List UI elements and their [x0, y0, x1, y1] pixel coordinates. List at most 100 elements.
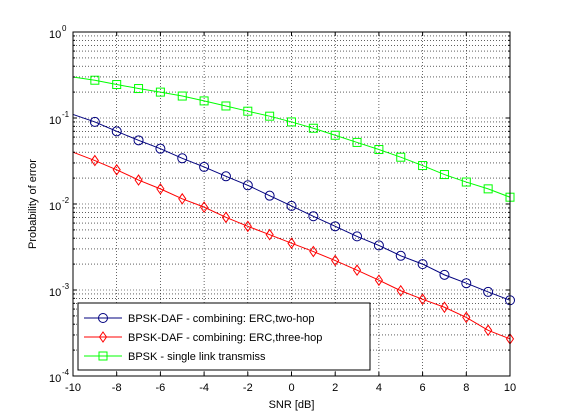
data-point	[89, 116, 100, 127]
data-point	[112, 80, 122, 90]
series-line	[72, 76, 511, 198]
x-tick-label: 6	[420, 382, 426, 394]
series-line	[72, 151, 511, 340]
data-point	[287, 237, 296, 250]
legend-label: BPSK-DAF - combining: ERC,three-hop	[128, 332, 322, 344]
y-tick-label: 10-4	[49, 368, 70, 385]
x-tick-label: -6	[156, 382, 166, 394]
ticks	[72, 32, 511, 377]
x-tick-labels: -10 -8 -6 -4 -2 0 2 4 6 8 10	[65, 382, 516, 394]
legend-swatch-marker	[98, 331, 108, 343]
data-point	[221, 101, 231, 111]
x-tick-label: -10	[65, 382, 81, 394]
data-point	[156, 182, 165, 195]
x-tick-label: -4	[199, 382, 209, 394]
y-axis-label: Probability of error	[27, 159, 39, 249]
x-tick-label: 4	[376, 382, 382, 394]
data-point	[90, 154, 99, 167]
y-tick-label-exponent: 0	[62, 24, 67, 33]
x-tick-label: 0	[288, 382, 294, 394]
y-tick-label: 10-1	[49, 110, 70, 127]
data-point	[396, 284, 405, 297]
data-point	[417, 259, 428, 270]
data-point	[483, 286, 494, 297]
data-point	[330, 130, 340, 140]
data-point	[220, 171, 231, 182]
data-point	[90, 75, 100, 85]
data-point	[352, 264, 362, 277]
data-point	[374, 145, 384, 155]
data-point	[199, 201, 209, 213]
data-point	[177, 153, 188, 164]
data-point	[242, 180, 253, 191]
data-point	[309, 245, 318, 258]
data-point	[286, 200, 297, 211]
y-tick-label-base: 10	[49, 29, 61, 41]
data-point	[374, 274, 384, 287]
data-point	[396, 152, 406, 162]
legend-item: BPSK - single link transmiss	[84, 351, 266, 363]
y-tick-label-base: 10	[49, 201, 61, 213]
data-point	[264, 190, 275, 201]
data-point	[265, 228, 274, 241]
data-point	[330, 221, 341, 232]
y-tick-label: 100	[49, 24, 67, 41]
data-point	[308, 211, 319, 222]
data-point	[461, 278, 472, 289]
y-tick-label-exponent: -4	[62, 368, 70, 377]
data-point	[439, 269, 450, 280]
y-tick-label-base: 10	[49, 115, 61, 127]
data-point	[177, 91, 187, 101]
legend-item: BPSK-DAF - combining: ERC,three-hop	[84, 331, 322, 344]
data-point	[155, 87, 165, 97]
series-group	[72, 75, 515, 345]
x-tick-label: 2	[332, 382, 338, 394]
data-point	[331, 254, 340, 267]
data-point	[395, 250, 406, 261]
series-1	[72, 113, 515, 306]
legend-label: BPSK - single link transmiss	[128, 351, 266, 363]
y-tick-label: 10-2	[49, 196, 70, 213]
data-point	[134, 84, 144, 94]
y-tick-label-exponent: -2	[62, 196, 70, 205]
data-point	[112, 163, 121, 176]
data-point	[484, 324, 493, 337]
data-point	[265, 111, 275, 121]
data-point	[133, 135, 144, 146]
x-tick-label: 8	[463, 382, 469, 394]
x-tick-label: -2	[243, 382, 253, 394]
data-point	[352, 137, 362, 147]
x-axis-label: SNR [dB]	[269, 399, 315, 411]
legend-label: BPSK-DAF - combining: ERC,two-hop	[128, 313, 314, 325]
data-point	[243, 106, 253, 116]
y-tick-label-base: 10	[49, 287, 61, 299]
series-2	[72, 151, 515, 345]
legend-swatch-marker	[98, 351, 108, 361]
data-point	[352, 231, 363, 242]
data-point	[373, 240, 384, 251]
data-point	[155, 143, 166, 154]
data-point	[483, 184, 493, 194]
data-point	[462, 311, 471, 324]
legend-swatch-marker	[98, 313, 108, 323]
data-point	[134, 174, 143, 186]
data-point	[308, 123, 318, 133]
y-tick-label-exponent: -3	[62, 282, 70, 291]
y-tick-label: 10-3	[49, 282, 70, 299]
series-3	[72, 75, 515, 202]
data-point	[221, 211, 231, 224]
data-point	[418, 293, 427, 306]
data-point	[439, 170, 449, 180]
data-point	[461, 177, 471, 187]
y-tick-label-exponent: -1	[62, 110, 70, 119]
data-point	[287, 117, 296, 127]
data-point	[111, 126, 122, 137]
legend-box	[77, 302, 371, 371]
y-tick-label-base: 10	[49, 373, 61, 385]
series-line	[72, 113, 511, 301]
data-point	[440, 301, 449, 314]
legend-item: BPSK-DAF - combining: ERC,two-hop	[84, 313, 314, 325]
data-point	[243, 220, 252, 233]
